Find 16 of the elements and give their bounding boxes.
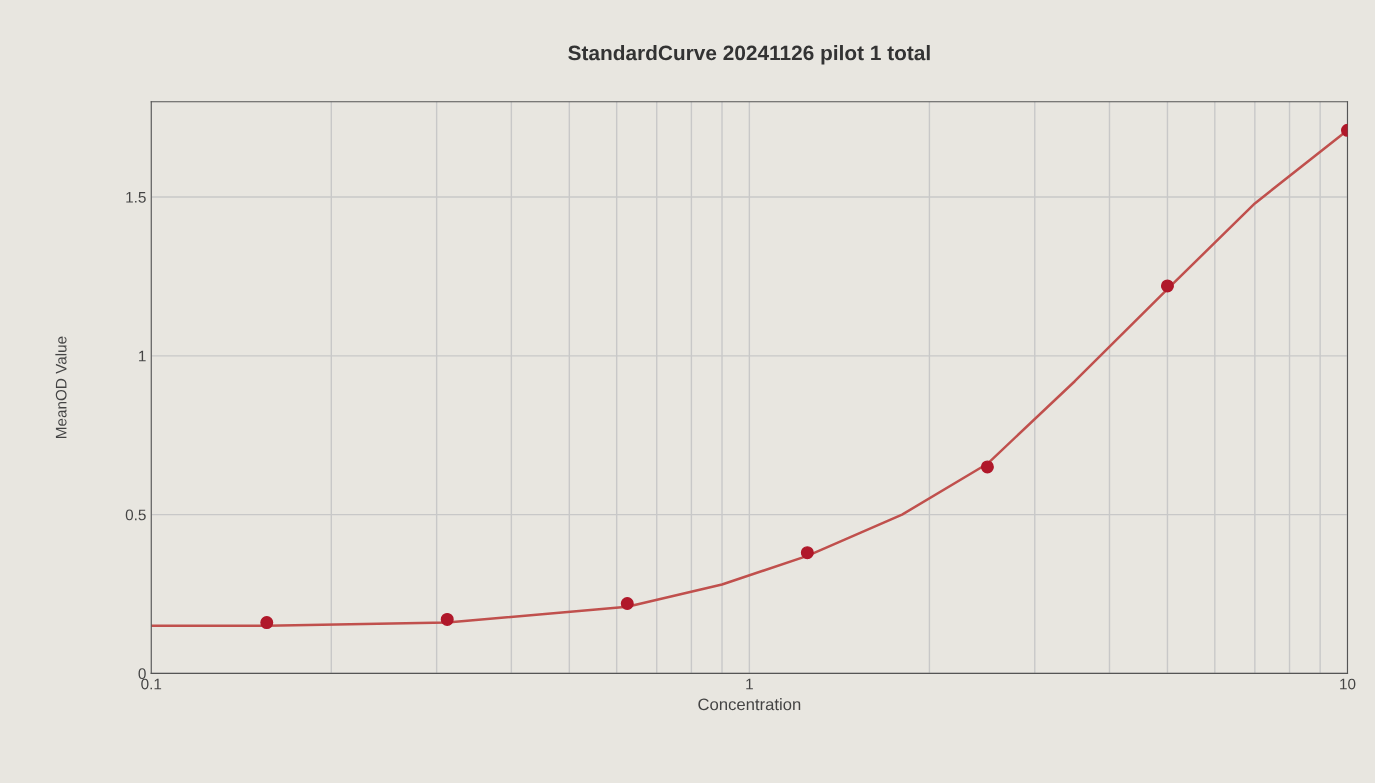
x-tick-label: 10: [1340, 678, 1356, 690]
point: [620, 597, 634, 611]
y-axis-title: MeanOD Value: [55, 336, 67, 438]
point: [260, 616, 274, 630]
y-tick-label: 0: [138, 668, 146, 680]
point: [800, 546, 814, 560]
x-tick-label: 0.1: [141, 678, 162, 690]
chart-title: StandardCurve 20241126 pilot 1 total: [568, 45, 930, 65]
x-tick-label: 1: [746, 678, 753, 690]
y-tick-label: 1: [139, 350, 146, 362]
point: [440, 612, 454, 626]
point: [1160, 279, 1174, 293]
y-tick-label: 0.5: [125, 509, 146, 521]
x-axis-title: Concentration: [698, 698, 801, 711]
y-tick-label: 1.5: [126, 192, 146, 203]
point: [980, 460, 994, 474]
